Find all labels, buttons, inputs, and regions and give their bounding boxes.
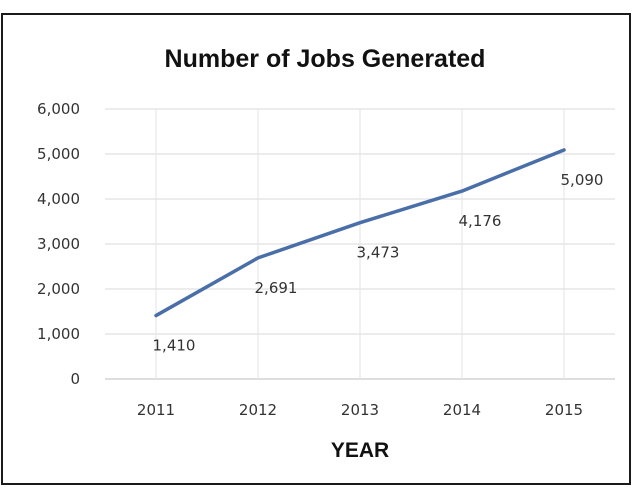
x-axis-ticks: 2011 2012 2013 2014 2015 bbox=[137, 401, 583, 419]
x-tick-label: 2012 bbox=[239, 401, 277, 419]
x-tick-label: 2014 bbox=[443, 401, 481, 419]
y-tick-label: 3,000 bbox=[37, 235, 80, 253]
gridlines bbox=[105, 108, 615, 380]
y-tick-label: 5,000 bbox=[37, 145, 80, 163]
x-tick-label: 2011 bbox=[137, 401, 175, 419]
series-line bbox=[154, 148, 566, 318]
y-tick-label: 2,000 bbox=[37, 280, 80, 298]
chart-title: Number of Jobs Generated bbox=[165, 45, 486, 73]
y-tick-label: 4,000 bbox=[37, 190, 80, 208]
chart-frame bbox=[1, 13, 631, 485]
data-label: 4,176 bbox=[459, 212, 502, 230]
series-group bbox=[154, 148, 566, 318]
y-tick-label: 0 bbox=[70, 370, 80, 388]
y-axis-ticks: 0 1,000 2,000 3,000 4,000 5,000 6,000 bbox=[37, 100, 80, 388]
data-label: 1,410 bbox=[153, 337, 196, 355]
x-tick-label: 2015 bbox=[545, 401, 583, 419]
data-label: 2,691 bbox=[255, 279, 298, 297]
x-tick-label: 2013 bbox=[341, 401, 379, 419]
y-tick-label: 1,000 bbox=[37, 325, 80, 343]
data-label: 3,473 bbox=[357, 244, 400, 262]
data-label: 5,090 bbox=[561, 171, 604, 189]
data-labels: 1,410 2,691 3,473 4,176 5,090 bbox=[153, 171, 604, 355]
y-tick-label: 6,000 bbox=[37, 100, 80, 118]
x-axis-title: YEAR bbox=[331, 439, 389, 462]
